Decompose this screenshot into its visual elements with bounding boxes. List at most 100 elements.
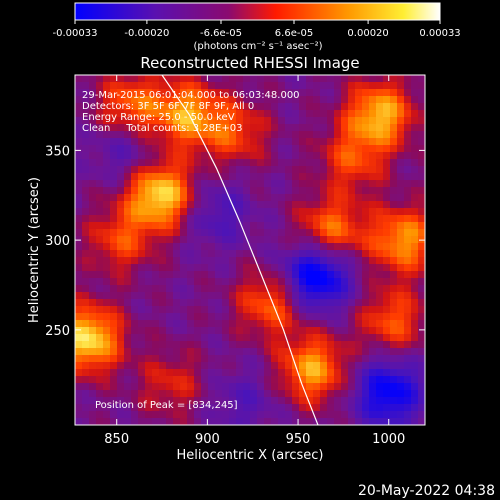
heatmap-cell (285, 215, 293, 223)
heatmap-cell (124, 334, 132, 342)
heatmap-cell (264, 173, 272, 181)
heatmap-cell (187, 236, 195, 244)
heatmap-cell (348, 390, 356, 398)
heatmap-cell (250, 355, 258, 363)
heatmap-cell (313, 124, 321, 132)
heatmap-cell (271, 250, 279, 258)
heatmap-cell (418, 159, 425, 167)
heatmap-cell (166, 173, 174, 181)
heatmap-cell (124, 320, 132, 328)
heatmap-cell (180, 236, 188, 244)
heatmap-cell (362, 341, 370, 349)
heatmap-cell (75, 75, 83, 83)
heatmap-cell (110, 110, 118, 118)
heatmap-cell (411, 124, 419, 132)
heatmap-cell (82, 390, 90, 398)
heatmap-cell (208, 103, 216, 111)
heatmap-cell (341, 418, 349, 425)
heatmap-cell (306, 138, 314, 146)
heatmap-cell (89, 397, 97, 405)
heatmap-cell (397, 229, 405, 237)
heatmap-cell (82, 131, 90, 139)
heatmap-cell (362, 383, 370, 391)
heatmap-cell (96, 89, 104, 97)
heatmap-cell (418, 390, 425, 398)
heatmap-cell (313, 292, 321, 300)
heatmap-cell (208, 229, 216, 237)
heatmap-cell (194, 299, 202, 307)
heatmap-cell (89, 292, 97, 300)
heatmap-cell (306, 194, 314, 202)
heatmap-cell (145, 383, 153, 391)
heatmap-cell (397, 166, 405, 174)
heatmap-cell (215, 369, 223, 377)
heatmap-cell (411, 145, 419, 153)
heatmap-cell (173, 334, 181, 342)
heatmap-cell (390, 187, 398, 195)
heatmap-cell (236, 418, 244, 425)
heatmap-cell (201, 229, 209, 237)
heatmap-cell (243, 96, 251, 104)
heatmap-cell (180, 187, 188, 195)
heatmap-cell (145, 278, 153, 286)
heatmap-cell (173, 278, 181, 286)
heatmap-cell (250, 110, 258, 118)
heatmap-cell (257, 397, 265, 405)
heatmap-cell (334, 369, 342, 377)
heatmap-cell (390, 215, 398, 223)
heatmap-cell (173, 166, 181, 174)
heatmap-cell (243, 117, 251, 125)
heatmap-cell (285, 320, 293, 328)
heatmap-cell (285, 418, 293, 425)
heatmap-cell (75, 229, 83, 237)
heatmap-cell (131, 180, 139, 188)
heatmap-cell (383, 348, 391, 356)
heatmap-cell (341, 187, 349, 195)
heatmap-cell (117, 236, 125, 244)
heatmap-cell (271, 257, 279, 265)
heatmap-cell (201, 110, 209, 118)
heatmap-cell (187, 96, 195, 104)
heatmap-cell (348, 187, 356, 195)
heatmap-cell (187, 418, 195, 425)
heatmap-cell (201, 334, 209, 342)
heatmap-cell (292, 383, 300, 391)
heatmap-cell (208, 292, 216, 300)
heatmap-cell (271, 292, 279, 300)
heatmap-cell (131, 285, 139, 293)
heatmap-cell (306, 131, 314, 139)
heatmap-cell (362, 138, 370, 146)
heatmap-cell (320, 278, 328, 286)
heatmap-cell (103, 145, 111, 153)
heatmap-cell (117, 117, 125, 125)
heatmap-cell (348, 299, 356, 307)
heatmap-cell (397, 194, 405, 202)
heatmap-cell (278, 250, 286, 258)
heatmap-cell (397, 334, 405, 342)
heatmap-cell (278, 243, 286, 251)
heatmap-cell (103, 173, 111, 181)
heatmap-cell (355, 355, 363, 363)
heatmap-cell (376, 138, 384, 146)
heatmap-cell (250, 313, 258, 321)
heatmap-cell (306, 362, 314, 370)
heatmap-cell (299, 208, 307, 216)
heatmap-cell (285, 362, 293, 370)
heatmap-cell (124, 390, 132, 398)
heatmap-cell (369, 313, 377, 321)
heatmap-cell (236, 110, 244, 118)
heatmap-cell (397, 383, 405, 391)
heatmap-cell (215, 222, 223, 230)
heatmap-cell (390, 208, 398, 216)
heatmap-cell (243, 397, 251, 405)
heatmap-cell (124, 299, 132, 307)
heatmap-cell (138, 299, 146, 307)
heatmap-cell (278, 376, 286, 384)
heatmap-cell (355, 166, 363, 174)
heatmap-cell (89, 208, 97, 216)
heatmap-cell (194, 397, 202, 405)
heatmap-cell (376, 264, 384, 272)
heatmap-cell (124, 418, 132, 425)
heatmap-cell (390, 257, 398, 265)
heatmap-cell (110, 236, 118, 244)
